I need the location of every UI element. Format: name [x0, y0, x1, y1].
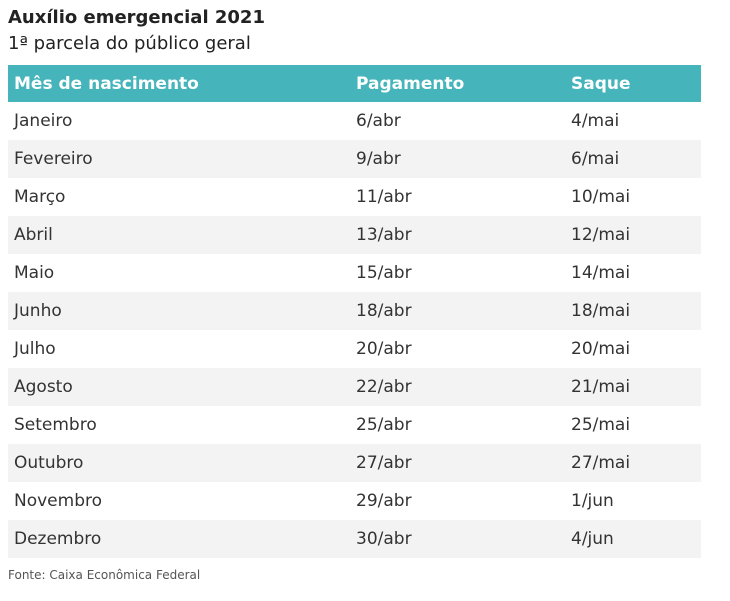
- cell-payment: 30/abr: [356, 529, 412, 549]
- cell-birth-month: Junho: [14, 301, 62, 321]
- cell-birth-month: Abril: [14, 225, 53, 245]
- header-withdrawal: Saque: [571, 73, 631, 94]
- table-body: Janeiro 6/abr 4/mai Fevereiro 9/abr 6/ma…: [8, 102, 701, 558]
- cell-birth-month: Outubro: [14, 453, 84, 473]
- table-header: Mês de nascimento Pagamento Saque: [8, 65, 701, 102]
- table-subtitle: 1ª parcela do público geral: [8, 33, 251, 54]
- cell-withdrawal: 25/mai: [571, 415, 631, 435]
- cell-payment: 20/abr: [356, 339, 412, 359]
- table-row: Janeiro 6/abr 4/mai: [8, 102, 701, 140]
- table-row: Junho 18/abr 18/mai: [8, 292, 701, 330]
- header-birth-month: Mês de nascimento: [14, 73, 199, 94]
- table-row: Outubro 27/abr 27/mai: [8, 444, 701, 482]
- cell-withdrawal: 6/mai: [571, 149, 620, 169]
- cell-withdrawal: 20/mai: [571, 339, 631, 359]
- table-row: Dezembro 30/abr 4/jun: [8, 520, 701, 558]
- cell-withdrawal: 4/jun: [571, 529, 614, 549]
- cell-withdrawal: 18/mai: [571, 301, 631, 321]
- cell-withdrawal: 1/jun: [571, 491, 614, 511]
- cell-withdrawal: 21/mai: [571, 377, 631, 397]
- header-row: Mês de nascimento Pagamento Saque: [8, 65, 701, 102]
- table-row: Setembro 25/abr 25/mai: [8, 406, 701, 444]
- table-row: Novembro 29/abr 1/jun: [8, 482, 701, 520]
- header-payment: Pagamento: [356, 73, 465, 94]
- cell-payment: 27/abr: [356, 453, 412, 473]
- cell-payment: 22/abr: [356, 377, 412, 397]
- table-row: Abril 13/abr 12/mai: [8, 216, 701, 254]
- table-row: Agosto 22/abr 21/mai: [8, 368, 701, 406]
- table-title: Auxílio emergencial 2021: [8, 7, 265, 28]
- table-row: Maio 15/abr 14/mai: [8, 254, 701, 292]
- cell-birth-month: Janeiro: [14, 111, 73, 131]
- cell-payment: 6/abr: [356, 111, 401, 131]
- cell-birth-month: Março: [14, 187, 66, 207]
- table-row: Julho 20/abr 20/mai: [8, 330, 701, 368]
- source-note: Fonte: Caixa Econômica Federal: [8, 568, 201, 582]
- cell-birth-month: Julho: [14, 339, 56, 359]
- payment-schedule-table: Mês de nascimento Pagamento Saque Janeir…: [8, 65, 701, 558]
- cell-withdrawal: 14/mai: [571, 263, 631, 283]
- cell-payment: 9/abr: [356, 149, 401, 169]
- table-row: Fevereiro 9/abr 6/mai: [8, 140, 701, 178]
- cell-payment: 29/abr: [356, 491, 412, 511]
- cell-birth-month: Fevereiro: [14, 149, 93, 169]
- cell-birth-month: Novembro: [14, 491, 103, 511]
- cell-birth-month: Dezembro: [14, 529, 102, 549]
- cell-withdrawal: 12/mai: [571, 225, 631, 245]
- table-row: Março 11/abr 10/mai: [8, 178, 701, 216]
- cell-payment: 11/abr: [356, 187, 412, 207]
- cell-birth-month: Agosto: [14, 377, 73, 397]
- cell-withdrawal: 4/mai: [571, 111, 620, 131]
- cell-birth-month: Maio: [14, 263, 55, 283]
- cell-payment: 13/abr: [356, 225, 412, 245]
- cell-payment: 25/abr: [356, 415, 412, 435]
- cell-payment: 15/abr: [356, 263, 412, 283]
- cell-withdrawal: 27/mai: [571, 453, 631, 473]
- cell-birth-month: Setembro: [14, 415, 97, 435]
- cell-payment: 18/abr: [356, 301, 412, 321]
- cell-withdrawal: 10/mai: [571, 187, 631, 207]
